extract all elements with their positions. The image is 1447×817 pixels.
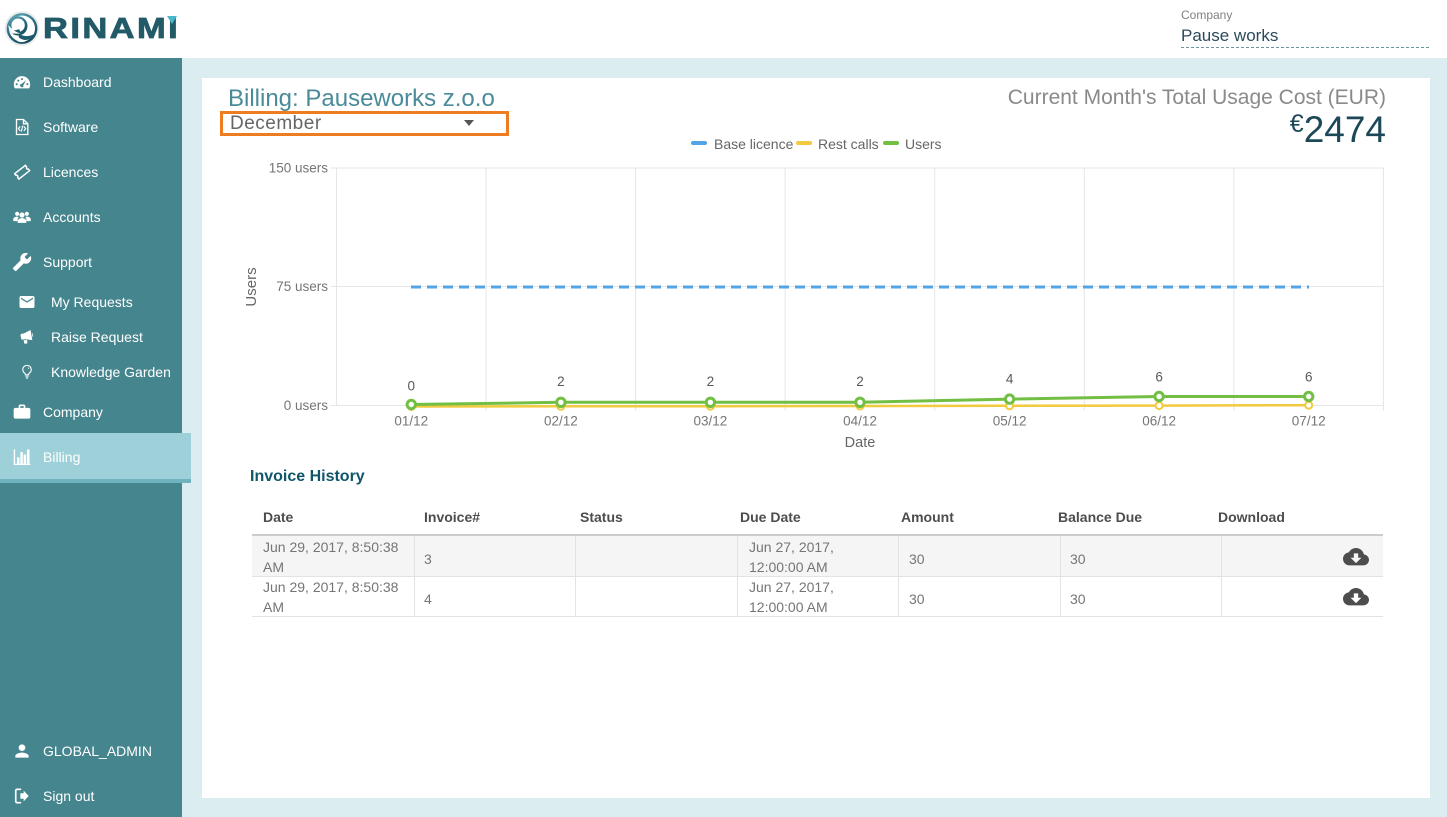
svg-text:2: 2 xyxy=(557,374,565,389)
svg-text:0: 0 xyxy=(408,379,416,394)
svg-text:03/12: 03/12 xyxy=(694,414,728,429)
svg-text:0 users: 0 users xyxy=(284,398,329,413)
svg-text:06/12: 06/12 xyxy=(1142,414,1176,429)
svg-text:4: 4 xyxy=(1006,372,1014,387)
svg-text:6: 6 xyxy=(1155,370,1163,385)
svg-text:2: 2 xyxy=(856,374,864,389)
svg-text:02/12: 02/12 xyxy=(544,414,578,429)
svg-text:04/12: 04/12 xyxy=(843,414,877,429)
svg-text:6: 6 xyxy=(1305,370,1313,385)
svg-text:05/12: 05/12 xyxy=(993,414,1027,429)
svg-text:Users: Users xyxy=(243,267,260,306)
svg-text:75 users: 75 users xyxy=(276,279,328,294)
svg-text:150 users: 150 users xyxy=(269,161,329,176)
svg-text:2: 2 xyxy=(707,374,715,389)
svg-text:01/12: 01/12 xyxy=(394,414,428,429)
svg-text:Date: Date xyxy=(845,435,876,451)
svg-text:07/12: 07/12 xyxy=(1292,414,1326,429)
